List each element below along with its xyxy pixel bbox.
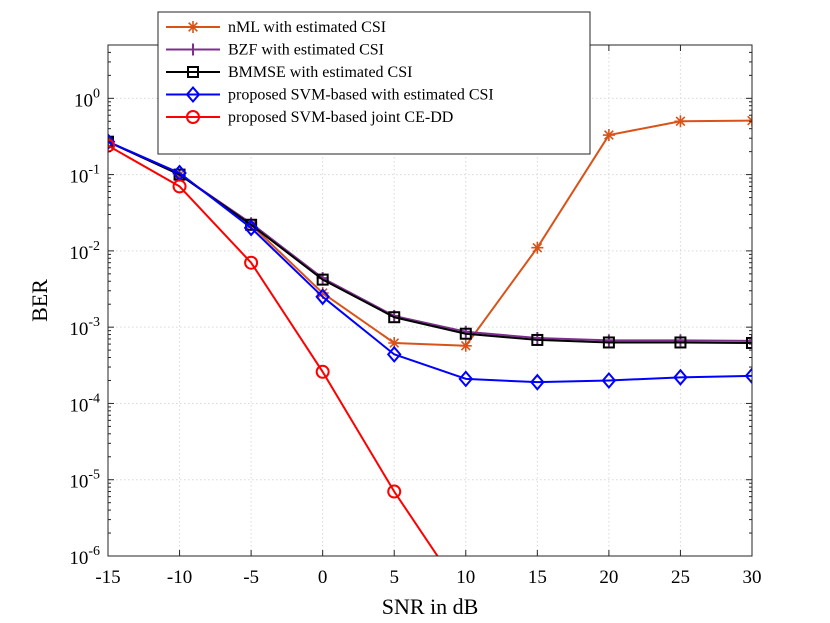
data-point	[459, 327, 472, 340]
x-tick-label: -5	[243, 567, 259, 588]
series-line	[108, 140, 752, 384]
x-tick-label: 10	[456, 567, 475, 588]
data-point	[531, 241, 544, 254]
data-point	[387, 484, 402, 499]
series-5	[108, 138, 439, 556]
y-tick-label: 10-5	[69, 468, 100, 493]
data-point	[674, 115, 687, 128]
legend: nML with estimated CSI BZF with estimated…	[157, 11, 591, 155]
data-point	[316, 273, 329, 286]
y-tick-label: 10-4	[69, 391, 100, 416]
legend-label: BZF with estimated CSI	[228, 42, 384, 59]
legend-label: proposed SVM-based with estimated CSI	[228, 87, 494, 104]
x-axis-label: SNR in dB	[382, 594, 479, 619]
series-line	[108, 140, 752, 344]
legend-box	[157, 11, 591, 155]
data-point	[673, 368, 688, 386]
data-point	[744, 367, 752, 385]
legend-item: BMMSE with estimated CSI	[166, 64, 412, 81]
data-point	[108, 133, 116, 151]
series-3	[108, 135, 752, 349]
data-point	[315, 364, 330, 379]
legend-item: proposed SVM-based with estimated CSI	[166, 85, 494, 104]
data-point	[531, 333, 544, 346]
data-point	[602, 336, 615, 349]
x-tick-label: 25	[671, 567, 690, 588]
legend-marker	[187, 43, 199, 56]
data-point	[458, 370, 474, 388]
y-tick-label: 10-2	[69, 239, 100, 264]
y-axis-label: BER	[27, 279, 52, 322]
y-tick-label: 100	[74, 86, 100, 111]
y-tick-label: 10-1	[69, 163, 100, 188]
data-point	[746, 336, 752, 349]
legend-item: nML with estimated CSI	[166, 19, 386, 36]
legend-label: nML with estimated CSI	[228, 19, 386, 36]
data-point	[530, 373, 545, 391]
x-tick-label: -15	[95, 567, 120, 588]
legend-item: proposed SVM-based joint CE-DD	[166, 109, 453, 126]
legend-label: proposed SVM-based joint CE-DD	[228, 109, 453, 126]
data-point	[244, 255, 259, 270]
legend-marker	[186, 110, 200, 124]
legend-label: BMMSE with estimated CSI	[228, 64, 412, 81]
y-tick-label: 10-3	[69, 315, 100, 340]
data-point	[316, 287, 329, 300]
axis-ticks: -15 -10 -5 0 5 10 15 20 25 30 100 10-1 10-2 10-3 10-4 1…	[69, 44, 762, 588]
x-tick-label: 15	[528, 567, 547, 588]
x-tick-label: 20	[599, 567, 618, 588]
series-line	[108, 140, 752, 342]
data-point	[674, 336, 687, 349]
series-2	[108, 135, 752, 347]
x-tick-label: 5	[389, 567, 399, 588]
y-tick-label: 10-6	[69, 544, 100, 569]
legend-item: BZF with estimated CSI	[166, 42, 384, 59]
series-4	[108, 133, 752, 391]
data-point	[172, 179, 187, 194]
data-point	[243, 219, 259, 237]
data-point	[388, 311, 401, 324]
data-point	[108, 138, 115, 153]
data-point	[315, 288, 330, 306]
x-tick-label: 0	[318, 567, 328, 588]
data-point	[388, 336, 401, 349]
series-group	[108, 114, 752, 556]
x-tick-label: 30	[743, 567, 762, 588]
data-point	[459, 339, 472, 352]
legend-marker	[187, 66, 199, 78]
data-point	[601, 371, 617, 390]
legend-marker	[185, 85, 201, 104]
legend-marker	[187, 21, 199, 33]
series-line	[108, 144, 439, 556]
data-point	[386, 345, 402, 363]
x-tick-label: -10	[167, 567, 192, 588]
data-point	[602, 129, 615, 142]
